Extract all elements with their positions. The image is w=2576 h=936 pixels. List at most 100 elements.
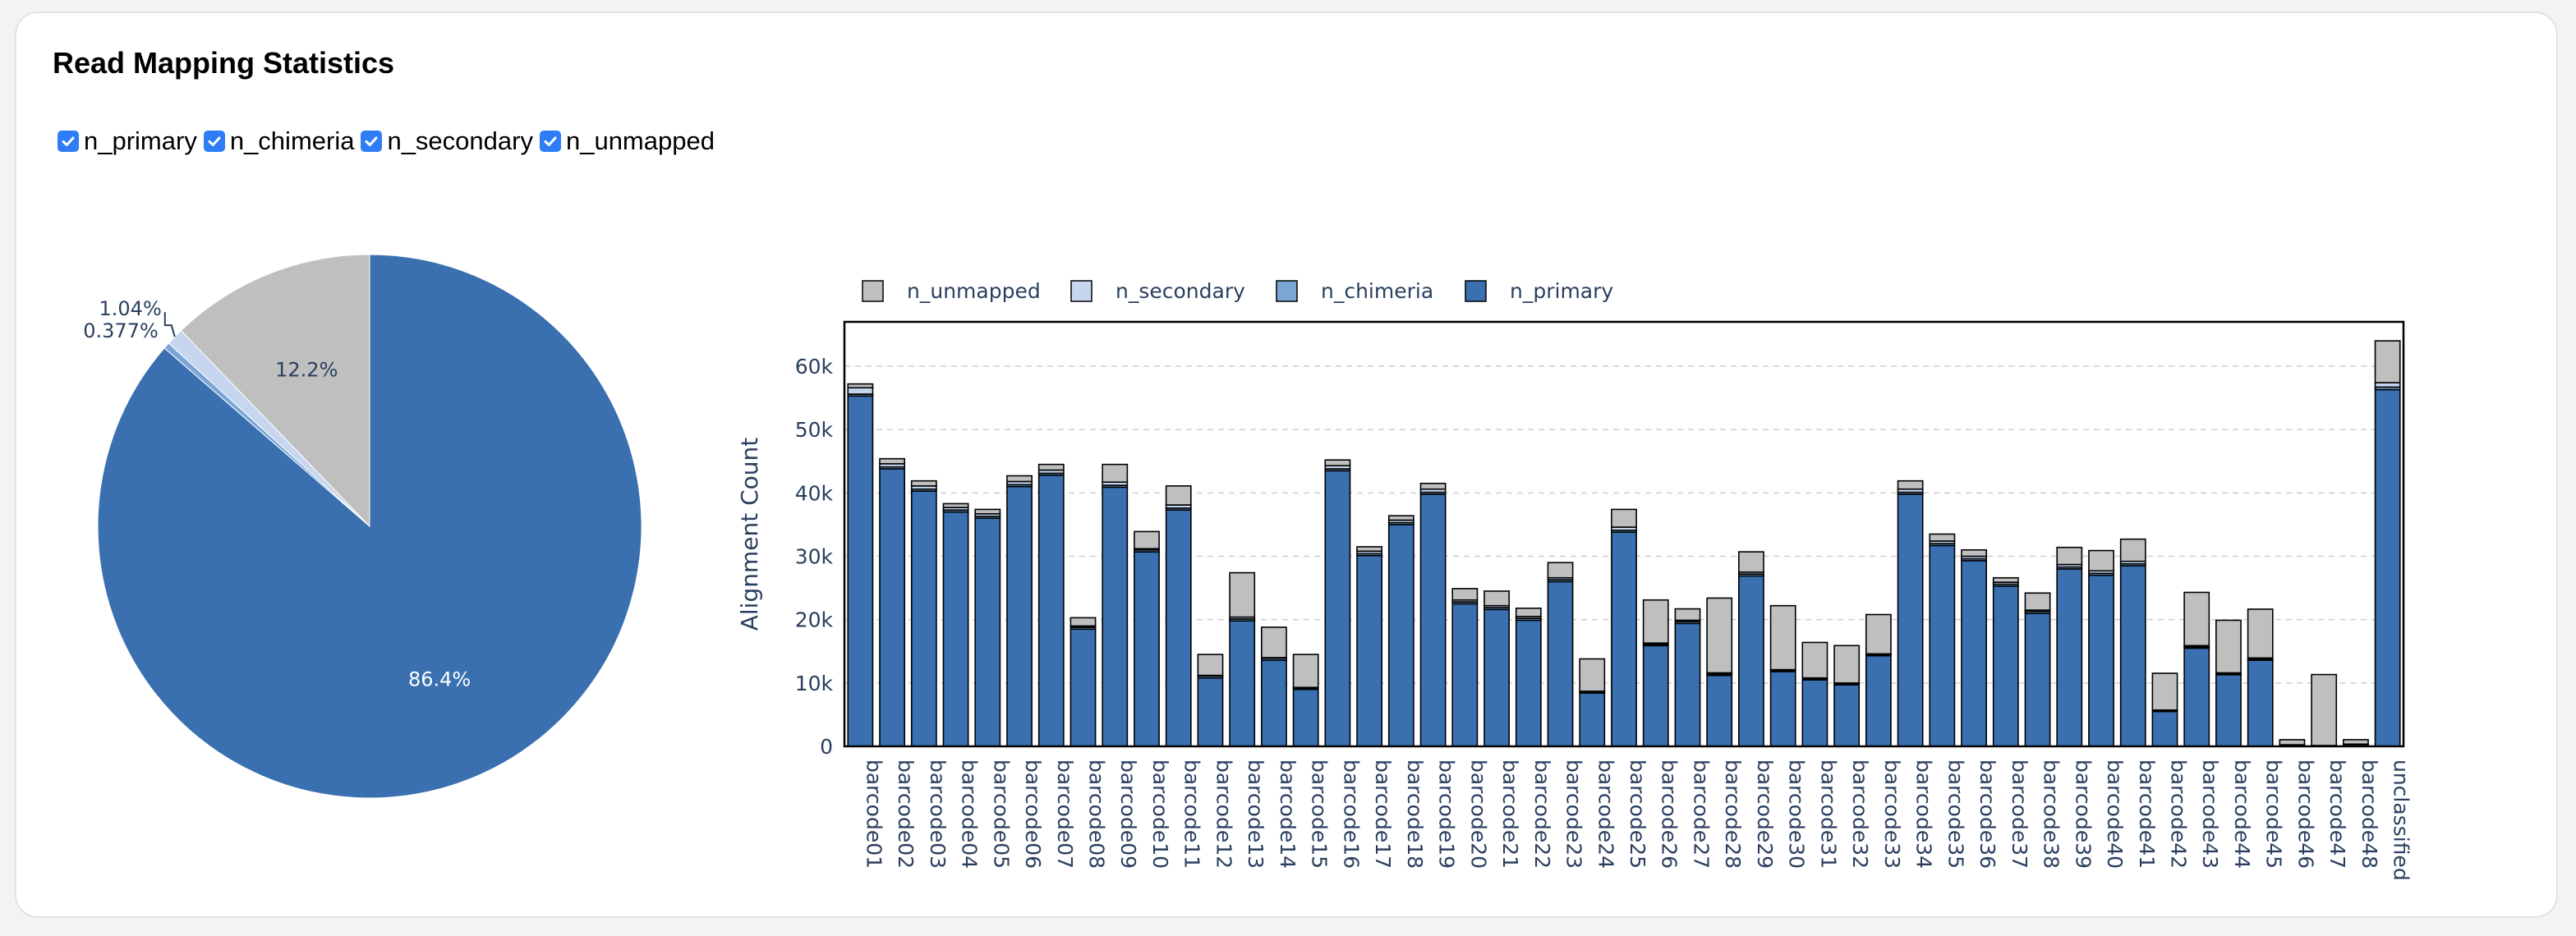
bar-segment-n-primary[interactable]	[2183, 647, 2210, 747]
bar-segment-n-unmapped[interactable]	[974, 508, 1001, 515]
bar-segment-n-primary[interactable]	[2247, 659, 2274, 747]
bar-segment-n-primary[interactable]	[1642, 645, 1669, 747]
bar-segment-n-primary[interactable]	[2088, 574, 2114, 747]
bar-segment-n-unmapped[interactable]	[910, 479, 937, 487]
bar-segment-n-primary[interactable]	[1451, 603, 1479, 747]
bar-segment-n-unmapped[interactable]	[1961, 548, 1987, 557]
pie-slice-n-unmapped[interactable]	[180, 254, 370, 528]
bar-segment-n-unmapped[interactable]	[1356, 546, 1383, 553]
bar-segment-n-primary[interactable]	[1579, 692, 1606, 747]
bar-segment-n-unmapped[interactable]	[1833, 645, 1861, 684]
legend-item-n-chimeria[interactable]: n_chimeria	[1276, 279, 1433, 303]
bar-segment-n-unmapped[interactable]	[2119, 538, 2146, 562]
bar-segment-n-unmapped[interactable]	[1515, 607, 1542, 617]
filter-n-secondary[interactable]: n_secondary	[361, 126, 533, 156]
legend-item-n-secondary[interactable]: n_secondary	[1070, 279, 1245, 303]
bar-segment-n-primary[interactable]	[2119, 565, 2146, 747]
bar-segment-n-unmapped[interactable]	[1165, 485, 1192, 506]
bar-segment-n-unmapped[interactable]	[1006, 475, 1033, 483]
bar-segment-n-unmapped[interactable]	[1897, 479, 1924, 490]
bar-segment-n-primary[interactable]	[879, 468, 906, 747]
bar-segment-n-unmapped[interactable]	[1324, 459, 1351, 466]
bar-segment-n-unmapped[interactable]	[1706, 597, 1733, 674]
bar-segment-n-unmapped[interactable]	[1547, 562, 1574, 579]
checkbox-checked-icon[interactable]	[539, 131, 561, 152]
bar-segment-n-unmapped[interactable]	[1451, 588, 1479, 601]
bar-segment-n-unmapped[interactable]	[1642, 599, 1669, 645]
bar-segment-n-primary[interactable]	[1801, 679, 1828, 747]
bar-segment-n-primary[interactable]	[1738, 575, 1764, 747]
bar-segment-n-unmapped[interactable]	[1611, 508, 1637, 528]
checkbox-checked-icon[interactable]	[58, 131, 79, 152]
bar-segment-n-unmapped[interactable]	[942, 502, 969, 508]
bar-segment-n-unmapped[interactable]	[1992, 576, 2019, 583]
bar-segment-n-primary[interactable]	[942, 511, 969, 747]
bar-segment-n-unmapped[interactable]	[2151, 672, 2178, 711]
bar-segment-n-unmapped[interactable]	[1769, 604, 1796, 671]
bar-segment-n-unmapped[interactable]	[1197, 654, 1224, 677]
bar-segment-n-unmapped[interactable]	[2374, 340, 2401, 383]
bar-segment-n-unmapped[interactable]	[1865, 613, 1892, 655]
bar-segment-n-unmapped[interactable]	[2088, 549, 2114, 572]
bar-segment-n-unmapped[interactable]	[1929, 533, 1956, 542]
bar-segment-n-primary[interactable]	[1865, 654, 1892, 747]
bar-segment-n-unmapped[interactable]	[879, 457, 906, 465]
bar-segment-n-unmapped[interactable]	[2311, 673, 2338, 746]
bar-segment-n-primary[interactable]	[1897, 493, 1924, 747]
bar-segment-n-unmapped[interactable]	[1261, 626, 1287, 658]
bar-segment-n-unmapped[interactable]	[1387, 515, 1414, 521]
bar-segment-n-primary[interactable]	[910, 490, 937, 747]
bar-segment-n-unmapped[interactable]	[2247, 608, 2274, 659]
bar-segment-n-unmapped[interactable]	[2024, 592, 2051, 611]
bar-segment-n-unmapped[interactable]	[1738, 551, 1764, 573]
bar-segment-n-unmapped[interactable]	[2342, 739, 2369, 746]
bar-segment-n-primary[interactable]	[2024, 613, 2051, 747]
bar-segment-n-primary[interactable]	[2151, 710, 2178, 747]
bar-segment-n-unmapped[interactable]	[2279, 739, 2306, 746]
bar-segment-n-primary[interactable]	[1611, 531, 1637, 747]
bar-segment-n-unmapped[interactable]	[1801, 641, 1828, 679]
bar-segment-n-primary[interactable]	[1006, 485, 1033, 747]
bar-segment-n-unmapped[interactable]	[1134, 530, 1160, 550]
bar-segment-n-primary[interactable]	[1261, 659, 1287, 747]
bar-segment-n-unmapped[interactable]	[1419, 482, 1447, 490]
bar-segment-n-primary[interactable]	[1387, 524, 1414, 747]
bar-segment-n-primary[interactable]	[974, 517, 1001, 747]
bar-segment-n-primary[interactable]	[1070, 628, 1097, 747]
bar-segment-n-unmapped[interactable]	[1484, 590, 1510, 607]
bar-segment-n-primary[interactable]	[1706, 674, 1733, 747]
bar-segment-n-unmapped[interactable]	[2215, 619, 2242, 674]
bar-segment-n-primary[interactable]	[1102, 486, 1129, 747]
bar-segment-n-unmapped[interactable]	[1102, 463, 1129, 484]
bar-segment-n-unmapped[interactable]	[847, 383, 874, 389]
bar-segment-n-primary[interactable]	[1992, 585, 2019, 747]
checkbox-checked-icon[interactable]	[203, 131, 225, 152]
bar-segment-n-unmapped[interactable]	[1579, 658, 1606, 692]
bar-segment-n-primary[interactable]	[1037, 474, 1065, 747]
filter-n-unmapped[interactable]: n_unmapped	[539, 126, 715, 156]
bar-segment-n-secondary[interactable]	[2374, 382, 2401, 388]
bar-segment-n-primary[interactable]	[1929, 544, 1956, 747]
bar-segment-n-primary[interactable]	[1769, 671, 1796, 747]
bar-segment-n-primary[interactable]	[1484, 608, 1510, 747]
filter-n-primary[interactable]: n_primary	[58, 126, 197, 156]
bar-segment-n-primary[interactable]	[1324, 470, 1351, 747]
bar-segment-n-unmapped[interactable]	[2183, 591, 2210, 647]
bar-segment-n-primary[interactable]	[1515, 619, 1542, 747]
bar-segment-n-primary[interactable]	[1134, 551, 1160, 747]
bar-segment-n-primary[interactable]	[2215, 674, 2242, 747]
legend-item-n-primary[interactable]: n_primary	[1465, 279, 1613, 303]
bar-segment-n-primary[interactable]	[1547, 580, 1574, 747]
bar-segment-n-unmapped[interactable]	[1674, 608, 1701, 622]
bar-segment-n-primary[interactable]	[847, 395, 874, 747]
bar-segment-n-primary[interactable]	[2374, 388, 2401, 747]
legend-item-n-unmapped[interactable]: n_unmapped	[862, 279, 1041, 303]
bar-segment-n-primary[interactable]	[1356, 554, 1383, 747]
bar-segment-n-unmapped[interactable]	[1229, 571, 1256, 618]
filter-n-chimeria[interactable]: n_chimeria	[203, 126, 354, 156]
bar-segment-n-primary[interactable]	[1165, 509, 1192, 747]
bar-segment-n-unmapped[interactable]	[1070, 617, 1097, 627]
bar-segment-n-unmapped[interactable]	[2056, 546, 2083, 566]
checkbox-checked-icon[interactable]	[361, 131, 383, 152]
bar-segment-n-unmapped[interactable]	[1037, 463, 1065, 471]
